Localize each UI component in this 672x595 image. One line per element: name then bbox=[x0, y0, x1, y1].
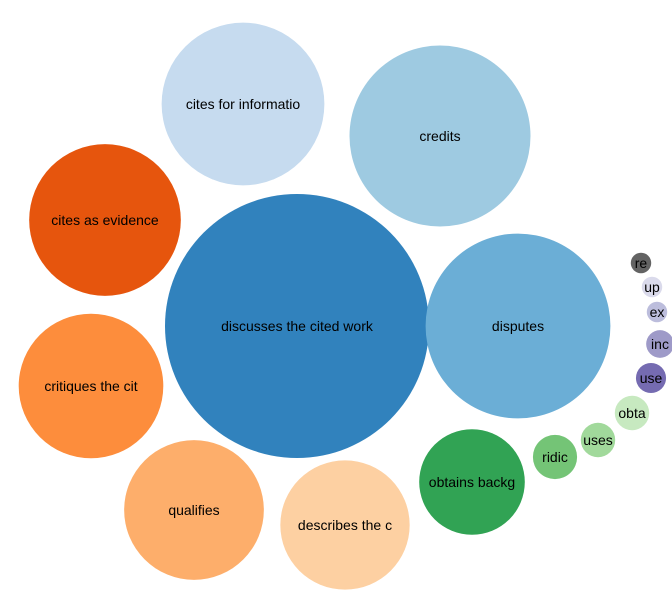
bubble: ridic bbox=[532, 434, 578, 480]
bubble-layer: discusses the cited work disputes credits c… bbox=[18, 22, 672, 590]
bubble-circle bbox=[29, 144, 181, 296]
bubble-label: discusses the cited work bbox=[221, 318, 374, 334]
bubble: qualifies bbox=[124, 440, 264, 580]
bubble-label: cites as evidence bbox=[51, 212, 159, 228]
bubble: cites for informatio bbox=[161, 22, 325, 186]
bubble: disputes bbox=[425, 233, 611, 419]
bubble-circle bbox=[646, 301, 668, 323]
bubble-label: up bbox=[644, 279, 660, 295]
bubble: describes the c bbox=[280, 460, 410, 590]
bubble-circle bbox=[161, 22, 325, 186]
bubble-label: obta bbox=[618, 405, 645, 421]
bubble-circle bbox=[18, 313, 164, 459]
bubble-label: disputes bbox=[492, 318, 544, 334]
bubble: uses bbox=[580, 422, 616, 458]
bubble-label: qualifies bbox=[168, 502, 219, 518]
bubble-circle bbox=[124, 440, 264, 580]
bubble: up bbox=[641, 276, 663, 298]
bubble-circle bbox=[349, 45, 531, 227]
bubble-circle bbox=[635, 362, 667, 394]
bubble: cites as evidence bbox=[29, 144, 181, 296]
bubble: discusses the cited work bbox=[165, 194, 429, 458]
bubble: obta bbox=[614, 395, 650, 431]
bubble-circle bbox=[280, 460, 410, 590]
bubble-circle bbox=[614, 395, 650, 431]
bubble: critiques the cit bbox=[18, 313, 164, 459]
bubble: re bbox=[630, 252, 652, 274]
bubble-circle bbox=[641, 276, 663, 298]
bubble: ex bbox=[646, 301, 668, 323]
bubble: use bbox=[635, 362, 667, 394]
bubble-circle bbox=[425, 233, 611, 419]
bubble: credits bbox=[349, 45, 531, 227]
bubble-circle bbox=[419, 429, 525, 535]
bubble-label: inc bbox=[651, 336, 669, 352]
bubble: obtains backg bbox=[419, 429, 525, 535]
bubble-circle bbox=[630, 252, 652, 274]
bubble-label: credits bbox=[419, 128, 460, 144]
bubble-label: uses bbox=[583, 432, 613, 448]
bubble-label: ridic bbox=[542, 449, 568, 465]
bubble-label: describes the c bbox=[298, 517, 392, 533]
bubble: inc bbox=[646, 330, 672, 358]
bubble-label: obtains backg bbox=[429, 474, 515, 490]
bubble-circle bbox=[532, 434, 578, 480]
bubble-circle bbox=[165, 194, 429, 458]
bubble-label: re bbox=[635, 255, 648, 271]
bubble-label: critiques the cit bbox=[44, 378, 137, 394]
bubble-label: ex bbox=[650, 304, 665, 320]
bubble-circle bbox=[646, 330, 672, 358]
bubble-circle bbox=[580, 422, 616, 458]
bubble-label: cites for informatio bbox=[186, 96, 301, 112]
bubble-label: use bbox=[640, 370, 663, 386]
